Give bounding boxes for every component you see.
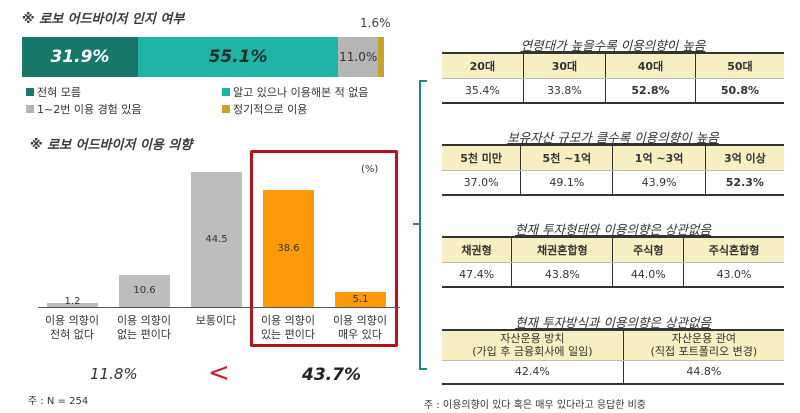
x-axis-line bbox=[38, 307, 400, 308]
segment-label: 31.9% bbox=[50, 47, 110, 67]
awareness-title: ※ 로보 어드바이저 인지 여부 bbox=[22, 12, 185, 27]
value-cell: 35.4% bbox=[464, 83, 500, 97]
header-cell: 자산운용 방치 (가입 후 금융회사에 일임) bbox=[442, 330, 624, 361]
bar-value: 1.2 bbox=[64, 296, 81, 307]
header-cell: 채권형 bbox=[442, 237, 512, 263]
legend-swatch bbox=[222, 88, 230, 96]
unit-label: (%) bbox=[361, 164, 379, 175]
header-cell: 채권혼합형 bbox=[511, 237, 613, 263]
legend-label: 1~2번 이용 경험 있음 bbox=[37, 103, 142, 116]
legend-label: 전혀 모름 bbox=[37, 86, 81, 99]
bar-very-yes: 5.1 bbox=[335, 291, 386, 307]
value-cell: 43.8% bbox=[511, 262, 613, 287]
bar-value: 38.6 bbox=[277, 243, 300, 254]
header-cell: 20대 bbox=[442, 53, 524, 79]
bar-value: 10.6 bbox=[133, 285, 156, 297]
segment-regular bbox=[378, 37, 384, 77]
legend-item-regular: 정기적으로 이용 bbox=[222, 101, 307, 117]
segment-aware-unused: 55.1% bbox=[137, 37, 339, 77]
table-invest-method: 자산운용 방치 (가입 후 금융회사에 일임) 자산운용 관여 (직접 포트폴리오 … bbox=[442, 329, 784, 385]
header-cell: 5천 미만 bbox=[442, 145, 521, 171]
legend-item-unaware: 전혀 모름 bbox=[26, 84, 81, 100]
value-cell: 49.1% bbox=[520, 170, 613, 195]
bar-neutral: 44.5 bbox=[191, 172, 242, 307]
header-cell: 30대 bbox=[522, 53, 606, 79]
table-assets-title: 보유자산 규모가 클수록 이용의향이 높음 bbox=[507, 130, 719, 145]
value-cell: 52.8% bbox=[605, 78, 696, 103]
bar-none-at-all: 1.2 bbox=[47, 296, 98, 307]
legend-item-aware-unused: 알고 있으나 이용해본 적 없음 bbox=[222, 84, 368, 100]
bar-value: 5.1 bbox=[352, 293, 369, 305]
x-label: 이용 의향이 전혀 없다 bbox=[44, 314, 100, 341]
bracket bbox=[419, 80, 427, 370]
legend-label: 알고 있으나 이용해본 적 없음 bbox=[233, 86, 369, 99]
header-cell: 40대 bbox=[605, 53, 696, 79]
legend-label: 정기적으로 이용 bbox=[233, 103, 308, 116]
legend-item-tried: 1~2번 이용 경험 있음 bbox=[26, 101, 142, 117]
header-cell: 1억 ~3억 bbox=[612, 145, 706, 171]
value-cell: 50.8% bbox=[694, 78, 784, 103]
x-label: 이용 의향이 없는 편이다 bbox=[116, 314, 172, 341]
intention-title: ※ 로보 어드바이저 이용 의향 bbox=[30, 138, 193, 153]
summary-negative: 11.8% bbox=[90, 365, 138, 383]
header-cell: 5천 ~1억 bbox=[520, 145, 613, 171]
table-invest-type-title: 현재 투자형태와 이용의향은 상관없음 bbox=[515, 222, 711, 237]
segment-tried: 11.0% bbox=[338, 37, 379, 77]
highlight-box bbox=[250, 150, 398, 347]
value-cell: 43.0% bbox=[683, 262, 784, 287]
table-invest-method-title: 현재 투자방식과 이용의향은 상관없음 bbox=[515, 315, 711, 330]
value-cell: 42.4% bbox=[514, 365, 550, 379]
table-assets: 5천 미만 5천 ~1억 1억 ~3억 3억 이상 37.0% 49.1% 43.9% 52… bbox=[442, 144, 784, 196]
value-cell: 44.0% bbox=[612, 262, 684, 287]
bar-value: 44.5 bbox=[205, 234, 228, 246]
bar-rather-yes: 38.6 bbox=[263, 190, 314, 307]
value-cell: 33.8% bbox=[522, 78, 606, 103]
bar-rather-none: 10.6 bbox=[119, 274, 170, 307]
comparison-symbol: < bbox=[208, 358, 230, 388]
value-cell: 52.3% bbox=[704, 170, 784, 195]
x-label: 보통이다 bbox=[195, 314, 237, 327]
x-label: 이용 의향이 매우 있다 bbox=[332, 314, 388, 341]
header-cell: 주식혼합형 bbox=[683, 237, 784, 263]
header-cell: 자산운용 관여 (직접 포트폴리오 변경) bbox=[622, 330, 784, 361]
segment-unaware: 31.9% bbox=[22, 37, 138, 77]
legend-swatch bbox=[26, 105, 34, 113]
bracket-pointer bbox=[413, 223, 421, 225]
segment-label: 11.0% bbox=[339, 50, 378, 64]
value-cell: 37.0% bbox=[463, 175, 499, 189]
awareness-top-label: 1.6% bbox=[360, 16, 391, 30]
segment-label: 55.1% bbox=[208, 47, 268, 67]
legend-swatch bbox=[222, 105, 230, 113]
sample-note: 주 : N = 254 bbox=[28, 396, 89, 407]
table-age: 20대 30대 40대 50대 35.4% 33.8% 52.8% 50.8% bbox=[442, 52, 784, 104]
table-note: 주 : 이용의향이 있다 혹은 매우 있다라고 응답한 비중 bbox=[424, 400, 646, 411]
table-invest-type: 채권형 채권혼합형 주식형 주식혼합형 47.4% 43.8% 44.0% 43.0% bbox=[442, 236, 784, 288]
header-cell: 50대 bbox=[694, 53, 784, 79]
table-age-title: 연령대가 높을수록 이용의향이 높음 bbox=[520, 38, 706, 53]
value-cell: 47.4% bbox=[459, 267, 495, 281]
value-cell: 44.8% bbox=[622, 360, 784, 384]
summary-positive: 43.7% bbox=[302, 365, 361, 385]
legend-swatch bbox=[26, 88, 34, 96]
header-cell: 3억 이상 bbox=[704, 145, 784, 171]
awareness-stacked-bar: 31.9% 55.1% 11.0% bbox=[22, 37, 384, 77]
value-cell: 43.9% bbox=[612, 170, 706, 195]
x-label: 이용 의향이 있는 편이다 bbox=[260, 314, 316, 341]
header-cell: 주식형 bbox=[612, 237, 684, 263]
